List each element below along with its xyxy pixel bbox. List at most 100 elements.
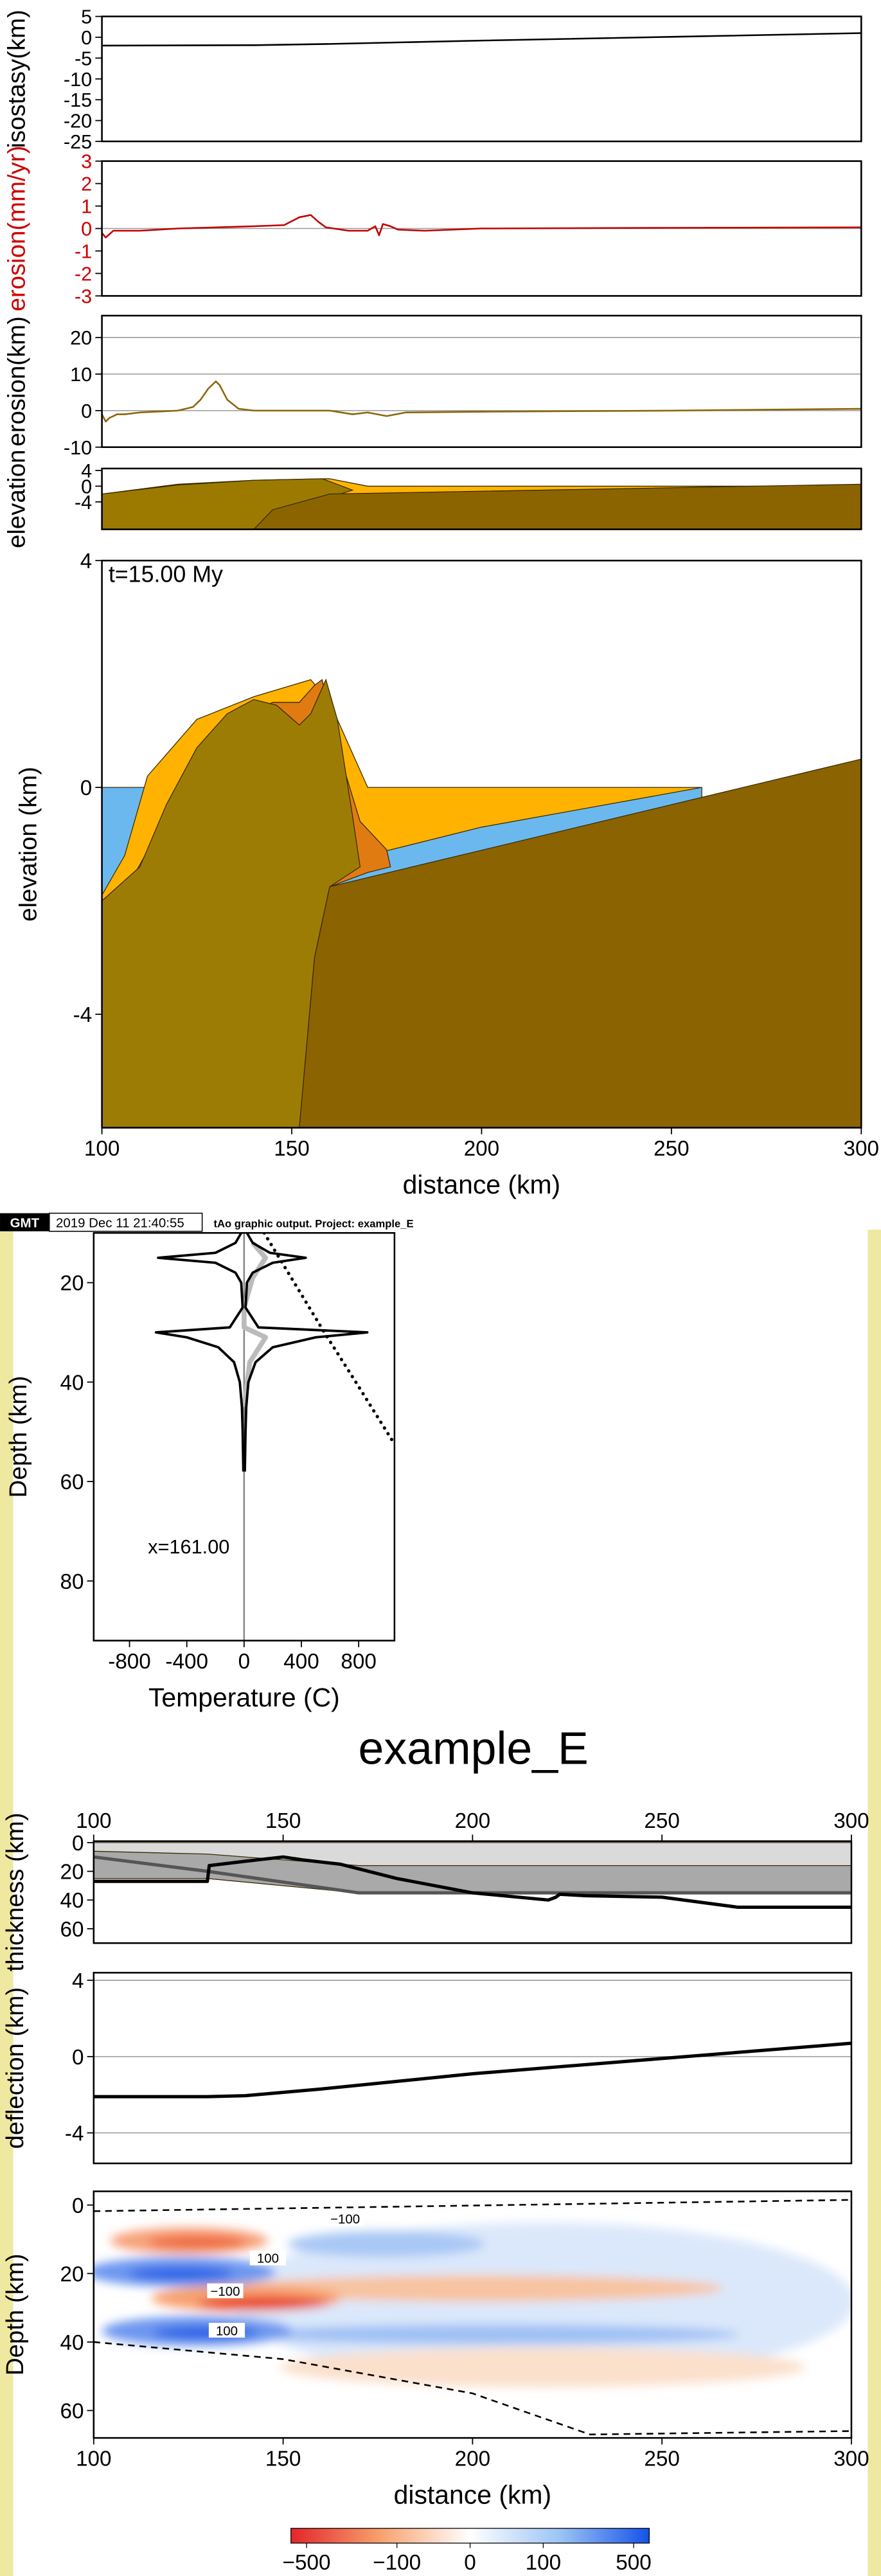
logo: GMT: [10, 1215, 40, 1230]
y-tick-label: -3: [75, 285, 92, 307]
colorbar-label: 100: [526, 2551, 561, 2575]
series-line: [93, 1855, 851, 1909]
y-tick-label: 20: [60, 1272, 84, 1296]
contour-label-bg: [249, 2250, 287, 2266]
layer: [299, 758, 862, 1128]
timestamp: 2019 Dec 11 21:40:55: [56, 1215, 184, 1230]
side-bar: [868, 1230, 881, 2576]
y-tick-label: 40: [60, 1371, 84, 1395]
stress-blob: [246, 2324, 740, 2345]
y-tick-label: 4: [81, 460, 92, 482]
series-line: [262, 1233, 395, 1444]
series-line: [93, 1855, 851, 1895]
x-tick-label: 250: [644, 1809, 679, 1833]
colorbar-label: −500: [283, 2551, 331, 2575]
y-tick-label: 4: [72, 1969, 84, 1993]
colorbar-label: −100: [373, 2551, 421, 2575]
y-tick-label: 20: [60, 1861, 84, 1884]
y-tick-label: 20: [60, 2262, 84, 2286]
series-line: [93, 2341, 851, 2436]
y-tick-label: -15: [64, 89, 92, 111]
y-tick-label: 60: [60, 1918, 84, 1942]
plot-area: [102, 32, 862, 47]
x-tick-label: 250: [644, 2447, 679, 2471]
y-axis-label: thickness (km): [1, 1812, 29, 1971]
stress-blob: [287, 2230, 485, 2257]
y-tick-label: -4: [73, 1003, 93, 1027]
x-tick-label: 300: [833, 2447, 869, 2471]
y-tick-label: 10: [70, 363, 92, 386]
series-line: [102, 32, 862, 47]
y-axis-label: elevation (km): [14, 767, 42, 922]
y-tick-label: 0: [72, 2046, 84, 2070]
plot-frame: [101, 467, 862, 530]
y-tick-label: 60: [60, 1471, 84, 1494]
caption: tAo graphic output. Project: example_E: [214, 1217, 414, 1230]
series-line: [102, 214, 862, 238]
y-tick-label: 3: [81, 150, 92, 173]
x-tick-label: 100: [76, 1809, 111, 1833]
series-line: [102, 380, 862, 423]
stress-blob: [230, 2275, 724, 2302]
series-line: [93, 2041, 851, 2098]
plot-area: −100 100 −100 100: [93, 2199, 851, 2436]
y-tick-label: 5: [81, 6, 92, 28]
y-tick-label: 0: [81, 400, 92, 422]
x-tick-label: 200: [464, 1137, 499, 1161]
y-axis-label: isostasy(km): [3, 10, 30, 148]
y-tick-label: -10: [64, 68, 92, 91]
annotation: t=15.00 My: [109, 561, 223, 587]
annotation: x=161.00: [148, 1535, 229, 1558]
plot-area: [154, 1233, 395, 1641]
x-axis-label: distance (km): [403, 1170, 561, 1199]
y-tick-label: 80: [60, 1570, 84, 1594]
y-tick-label: 60: [60, 2399, 84, 2423]
y-tick-label: 0: [72, 1832, 84, 1856]
x-tick-label: 300: [833, 1809, 869, 1833]
layer: [253, 483, 862, 530]
y-tick-label: -25: [64, 130, 92, 153]
y-axis-label: Depth (km): [1, 2253, 29, 2375]
y-tick-label: 0: [81, 475, 92, 497]
x-tick-label: -400: [165, 1650, 208, 1674]
stress-field: [93, 2223, 851, 2387]
y-tick-label: -20: [64, 110, 92, 132]
y-tick-label: 4: [80, 550, 93, 573]
stress-blob: [279, 2347, 806, 2387]
timestamp-box: [48, 1212, 203, 1232]
colorbar: [290, 2528, 650, 2544]
colorbar-label: 0: [464, 2551, 476, 2575]
y-axis-label: elevation: [3, 449, 30, 548]
x-tick-label: 800: [341, 1650, 376, 1674]
y-tick-label: 0: [72, 2194, 84, 2218]
y-axis-label: erosion(mm/yr): [3, 146, 30, 312]
x-tick-label: 300: [844, 1137, 879, 1161]
x-tick-label: 0: [238, 1650, 251, 1674]
y-axis-label: deflection (km): [1, 1987, 29, 2149]
y-tick-label: -2: [75, 262, 92, 285]
contour-label: 100: [216, 2323, 238, 2338]
series-line: [242, 1241, 269, 1408]
stress-blob: [148, 2235, 247, 2250]
x-tick-label: 150: [274, 1137, 309, 1161]
y-tick-label: -4: [75, 491, 92, 514]
x-tick-label: 200: [455, 2447, 490, 2471]
plot-area: [102, 337, 862, 423]
y-axis-label: Depth (km): [4, 1376, 32, 1498]
y-tick-label: -5: [75, 47, 92, 69]
plot-area: [102, 214, 862, 238]
plot-area: [102, 478, 862, 530]
y-tick-label: 0: [81, 26, 92, 49]
y-tick-label: 0: [81, 218, 92, 240]
layer: [102, 478, 354, 530]
x-axis-label: Temperature (C): [148, 1683, 340, 1712]
x-tick-label: 400: [283, 1650, 319, 1674]
x-tick-label: 200: [455, 1809, 490, 1833]
contour-label-bg: [327, 2211, 364, 2226]
x-tick-label: 250: [654, 1137, 689, 1161]
x-tick-label: 150: [265, 2447, 301, 2471]
contour-label: 100: [257, 2251, 279, 2266]
plot-area: [93, 1842, 851, 1909]
